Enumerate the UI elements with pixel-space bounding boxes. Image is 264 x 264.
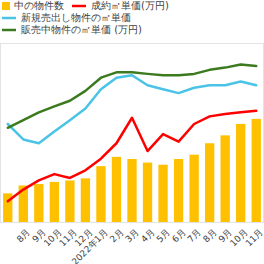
- bar: [65, 180, 74, 222]
- legend-label: 販売中物件の㎡単価 (万円): [21, 24, 142, 35]
- line: [8, 64, 256, 127]
- legend-item: 販売中物件の㎡単価 (万円): [2, 24, 142, 35]
- bar: [112, 157, 121, 222]
- bar: [81, 178, 90, 222]
- bar: [143, 163, 152, 222]
- plot-area: [3, 64, 261, 222]
- x-tick-label: 3月: [123, 227, 140, 244]
- legend-swatch: [2, 29, 16, 32]
- legend-swatch: [2, 2, 10, 10]
- legend-label: 中の物件数: [14, 0, 64, 11]
- x-tick-label: 5月: [155, 227, 172, 244]
- legend-label: 新規売出し物件の㎡単価: [21, 12, 131, 23]
- bar: [50, 182, 59, 222]
- x-tick-label: 2月: [108, 227, 125, 244]
- x-tick-label: 4月: [139, 227, 156, 244]
- bar: [158, 165, 167, 222]
- legend-item: 新規売出し物件の㎡単価: [2, 12, 131, 23]
- bar: [96, 166, 105, 222]
- bar: [174, 159, 183, 222]
- x-axis-labels: 8月9月10月11月12月2022年1月2月3月4月5月6月7月8月9月10月1…: [15, 227, 264, 264]
- bar: [189, 155, 198, 222]
- chart: 中の物件数 成約㎡単価(万円)新規売出し物件の㎡単価販売中物件の㎡単価 (万円) 8…: [0, 0, 264, 264]
- legend: 中の物件数 成約㎡単価(万円)新規売出し物件の㎡単価販売中物件の㎡単価 (万円): [2, 0, 169, 35]
- x-tick-label: 6月: [170, 227, 187, 244]
- x-tick-label: 11月: [244, 227, 264, 249]
- bar: [127, 159, 136, 222]
- bar: [252, 119, 261, 222]
- x-tick-label: 7月: [186, 227, 203, 244]
- legend-label: 成約㎡単価(万円): [91, 0, 169, 11]
- bar: [205, 143, 214, 222]
- x-tick-label: 8月: [201, 227, 218, 244]
- x-tick-label: 2022年1月: [70, 227, 110, 264]
- bar: [34, 184, 43, 222]
- legend-item: 成約㎡単価(万円): [72, 0, 169, 11]
- legend-swatch: [2, 17, 16, 20]
- legend-swatch: [72, 5, 86, 8]
- x-tick-label: 8月: [15, 227, 32, 244]
- bar: [236, 124, 245, 222]
- legend-item: 中の物件数: [2, 0, 64, 11]
- plot-frame: [1, 44, 264, 223]
- line: [8, 111, 256, 201]
- bar: [221, 135, 230, 222]
